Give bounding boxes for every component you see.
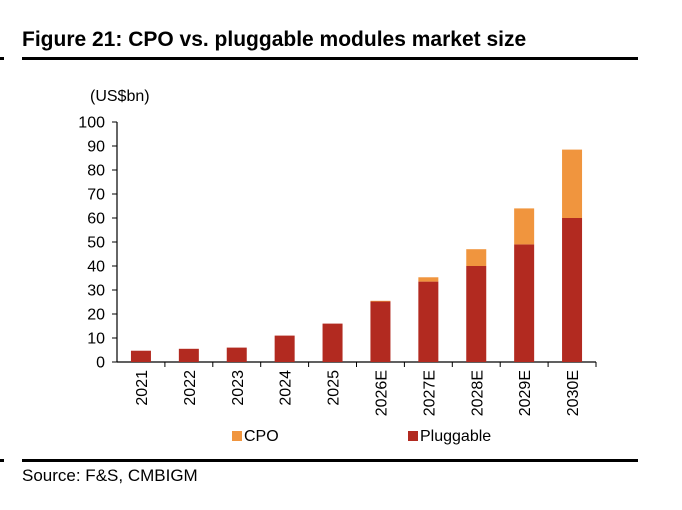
bar-cpo-2026e [370, 300, 391, 302]
legend-label-cpo: CPO [244, 428, 279, 445]
y-tick-label: 40 [87, 259, 105, 276]
source-rule [22, 459, 638, 462]
x-tick-label: 2023 [230, 370, 247, 406]
y-tick-label: 100 [78, 115, 105, 132]
x-tick-label: 2022 [182, 370, 199, 406]
y-tick-label: 50 [87, 235, 105, 252]
y-tick-label: 30 [87, 283, 105, 300]
bar-pluggable-2029e [514, 244, 535, 362]
legend: CPO Pluggable [232, 428, 491, 445]
source-note: Source: F&S, CMBIGM [22, 466, 198, 485]
y-tick-label: 80 [87, 163, 105, 180]
x-tick-label: 2024 [278, 370, 295, 406]
bar-pluggable-2028e [466, 266, 487, 362]
x-tick-label: 2028E [469, 370, 486, 416]
y-axis-unit-label: (US$bn) [90, 88, 150, 105]
left-edge-mark-top [0, 57, 4, 60]
bar-cpo-2030e [562, 149, 583, 218]
title-rule [22, 57, 638, 60]
x-tick-label: 2030E [565, 370, 582, 416]
y-tick-label: 10 [87, 331, 105, 348]
y-tick-label: 70 [87, 187, 105, 204]
legend-label-pluggable: Pluggable [420, 428, 491, 445]
plot-area: 0 10 20 30 40 50 60 70 80 90 100 2021 2022 2023 2024 20… [78, 115, 597, 416]
bar-cpo-2029e [514, 208, 535, 245]
bar-pluggable-2022 [178, 348, 199, 362]
figure-title: Figure 21: CPO vs. pluggable modules mar… [22, 28, 527, 51]
legend-swatch-pluggable [408, 431, 418, 441]
y-tick-label: 0 [96, 355, 105, 372]
bar-pluggable-2025 [322, 323, 343, 362]
y-tick-label: 20 [87, 307, 105, 324]
legend-swatch-cpo [232, 431, 242, 441]
y-tick-label: 60 [87, 211, 105, 228]
bar-pluggable-2023 [226, 347, 247, 362]
bar-pluggable-2030e [562, 218, 583, 362]
bar-pluggable-2024 [274, 335, 295, 362]
bar-pluggable-2026e [370, 301, 391, 362]
x-tick-label: 2021 [134, 370, 151, 406]
x-tick-label: 2027E [421, 370, 438, 416]
x-tick-label: 2026E [373, 370, 390, 416]
x-tick-label: 2025 [326, 370, 343, 406]
bar-cpo-2028e [466, 249, 487, 266]
bar-pluggable-2021 [130, 350, 151, 362]
x-tick-label: 2029E [517, 370, 534, 416]
left-edge-mark-bottom [0, 459, 4, 462]
y-tick-label: 90 [87, 139, 105, 156]
bar-cpo-2027e [418, 277, 439, 282]
bar-pluggable-2027e [418, 281, 439, 362]
